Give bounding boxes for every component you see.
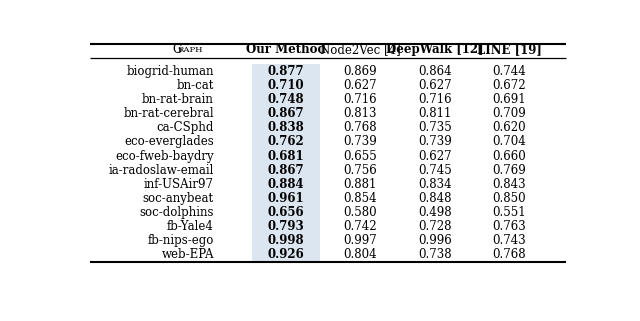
Text: 0.710: 0.710 — [268, 79, 304, 92]
Text: 0.997: 0.997 — [344, 234, 377, 247]
Text: fb-Yale4: fb-Yale4 — [167, 220, 214, 233]
Text: 0.834: 0.834 — [418, 178, 451, 191]
Text: 0.655: 0.655 — [344, 150, 377, 162]
Text: 0.864: 0.864 — [418, 65, 451, 78]
Text: bn-rat-brain: bn-rat-brain — [142, 93, 214, 106]
Text: 0.739: 0.739 — [418, 135, 451, 148]
Text: 0.854: 0.854 — [344, 192, 377, 205]
FancyBboxPatch shape — [252, 65, 319, 262]
Text: RAPH: RAPH — [177, 46, 203, 54]
Text: 0.627: 0.627 — [344, 79, 377, 92]
Text: inf-USAir97: inf-USAir97 — [144, 178, 214, 191]
Text: 0.926: 0.926 — [268, 248, 304, 261]
Text: 0.728: 0.728 — [418, 220, 451, 233]
Text: 0.551: 0.551 — [492, 206, 526, 219]
Text: eco-everglades: eco-everglades — [124, 135, 214, 148]
Text: 0.961: 0.961 — [268, 192, 304, 205]
Text: ia-radoslaw-email: ia-radoslaw-email — [109, 164, 214, 177]
Text: 0.998: 0.998 — [268, 234, 304, 247]
Text: Node2Vec [4]: Node2Vec [4] — [320, 43, 401, 56]
Text: DeepWalk [12]: DeepWalk [12] — [386, 43, 483, 56]
Text: 0.748: 0.748 — [268, 93, 304, 106]
Text: 0.867: 0.867 — [268, 107, 304, 120]
Text: 0.620: 0.620 — [492, 121, 526, 134]
Text: 0.704: 0.704 — [492, 135, 526, 148]
Text: bn-cat: bn-cat — [177, 79, 214, 92]
Text: 0.804: 0.804 — [344, 248, 377, 261]
Text: 0.656: 0.656 — [268, 206, 304, 219]
Text: 0.627: 0.627 — [418, 150, 451, 162]
Text: 0.738: 0.738 — [418, 248, 451, 261]
Text: 0.884: 0.884 — [268, 178, 304, 191]
Text: 0.709: 0.709 — [492, 107, 526, 120]
Text: ca-CSphd: ca-CSphd — [157, 121, 214, 134]
Text: 0.745: 0.745 — [418, 164, 451, 177]
Text: web-EPA: web-EPA — [161, 248, 214, 261]
Text: 0.681: 0.681 — [268, 150, 304, 162]
Text: 0.996: 0.996 — [418, 234, 451, 247]
Text: 0.744: 0.744 — [492, 65, 526, 78]
Text: 0.762: 0.762 — [268, 135, 304, 148]
Text: 0.716: 0.716 — [344, 93, 377, 106]
Text: 0.848: 0.848 — [418, 192, 451, 205]
Text: 0.627: 0.627 — [418, 79, 451, 92]
Text: 0.735: 0.735 — [418, 121, 451, 134]
Text: 0.877: 0.877 — [268, 65, 304, 78]
Text: biogrid-human: biogrid-human — [127, 65, 214, 78]
Text: 0.813: 0.813 — [344, 107, 377, 120]
Text: soc-anybeat: soc-anybeat — [143, 192, 214, 205]
Text: 0.763: 0.763 — [492, 220, 526, 233]
Text: 0.743: 0.743 — [492, 234, 526, 247]
Text: 0.498: 0.498 — [418, 206, 451, 219]
Text: 0.867: 0.867 — [268, 164, 304, 177]
Text: LINE [19]: LINE [19] — [477, 43, 541, 56]
Text: fb-nips-ego: fb-nips-ego — [148, 234, 214, 247]
Text: soc-dolphins: soc-dolphins — [140, 206, 214, 219]
Text: Our Method: Our Method — [246, 43, 326, 56]
Text: 0.881: 0.881 — [344, 178, 377, 191]
Text: 0.580: 0.580 — [344, 206, 377, 219]
Text: 0.811: 0.811 — [418, 107, 451, 120]
Text: eco-fweb-baydry: eco-fweb-baydry — [115, 150, 214, 162]
Text: 0.793: 0.793 — [268, 220, 304, 233]
Text: 0.739: 0.739 — [344, 135, 377, 148]
Text: 0.742: 0.742 — [344, 220, 377, 233]
Text: G: G — [173, 43, 182, 56]
Text: 0.691: 0.691 — [492, 93, 526, 106]
Text: bn-rat-cerebral: bn-rat-cerebral — [124, 107, 214, 120]
Text: 0.869: 0.869 — [344, 65, 377, 78]
Text: 0.850: 0.850 — [492, 192, 526, 205]
Text: 0.672: 0.672 — [492, 79, 526, 92]
Text: 0.768: 0.768 — [344, 121, 377, 134]
Text: 0.768: 0.768 — [492, 248, 526, 261]
Text: 0.843: 0.843 — [492, 178, 526, 191]
Text: 0.756: 0.756 — [344, 164, 377, 177]
Text: 0.838: 0.838 — [268, 121, 304, 134]
Text: 0.660: 0.660 — [492, 150, 526, 162]
Text: 0.769: 0.769 — [492, 164, 526, 177]
Text: 0.716: 0.716 — [418, 93, 451, 106]
